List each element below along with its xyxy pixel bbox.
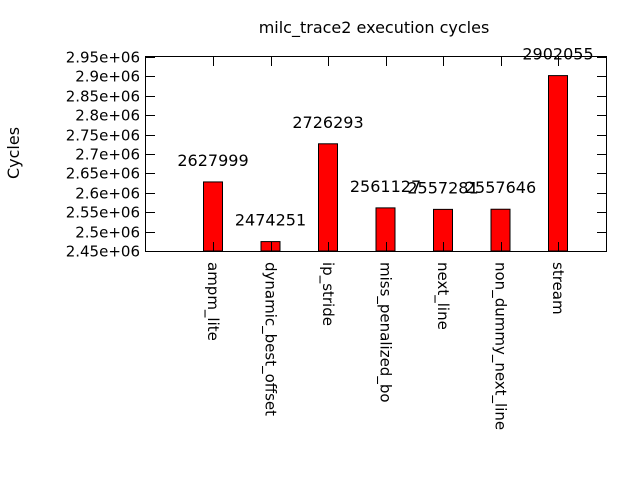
data-label: 2627999 xyxy=(177,151,248,170)
data-label: 2557646 xyxy=(465,178,536,197)
x-tick-label: miss_penalized_bo xyxy=(376,262,395,403)
x-tick-label: stream xyxy=(549,262,567,315)
bar-miss-penalized-bo xyxy=(375,207,396,252)
y-tick-label: 2.95e+06 xyxy=(66,49,140,67)
x-tick-label: ip_stride xyxy=(318,262,337,326)
data-label: 2561127 xyxy=(350,177,421,196)
data-label: 2902055 xyxy=(522,45,593,64)
y-tick-label: 2.5e+06 xyxy=(75,224,140,242)
x-tick-label: dynamic_best_offset xyxy=(261,262,280,416)
bar-dynamic-best-offset xyxy=(260,241,281,252)
y-tick-label: 2.65e+06 xyxy=(66,165,140,183)
y-tick-label: 2.55e+06 xyxy=(66,204,140,222)
y-axis-ticks: 2.45e+062.5e+062.55e+062.6e+062.65e+062.… xyxy=(66,49,606,261)
data-label: 2474251 xyxy=(235,211,306,230)
y-tick-label: 2.8e+06 xyxy=(75,107,140,125)
bar-stream xyxy=(548,75,568,252)
data-label: 2726293 xyxy=(292,113,363,132)
x-tick-label: non_dummy_next_line xyxy=(491,262,510,430)
x-tick-label: ampm_lite xyxy=(203,262,222,341)
bar-ip-stride xyxy=(318,143,338,252)
y-tick-label: 2.7e+06 xyxy=(75,146,140,164)
data-label: 2557281 xyxy=(407,178,478,197)
x-axis-tick-labels: ampm_lite dynamic_best_offset ip_stride mis… xyxy=(203,57,567,430)
plot-frame xyxy=(145,56,607,252)
y-tick-label: 2.45e+06 xyxy=(66,243,140,261)
x-tick-label: next_line xyxy=(433,262,452,330)
bar-non-dummy-next-line xyxy=(490,208,511,252)
chart-title: milc_trace2 execution cycles xyxy=(259,18,490,38)
bar-ampm-lite xyxy=(203,181,223,252)
y-tick-label: 2.6e+06 xyxy=(75,185,140,203)
y-tick-label: 2.75e+06 xyxy=(66,127,140,145)
y-tick-label: 2.9e+06 xyxy=(75,68,140,86)
y-axis-label: Cycles xyxy=(4,127,23,179)
bars: 2627999 2474251 2726293 2561127255728125576… xyxy=(177,45,594,252)
y-tick-label: 2.85e+06 xyxy=(66,88,140,106)
